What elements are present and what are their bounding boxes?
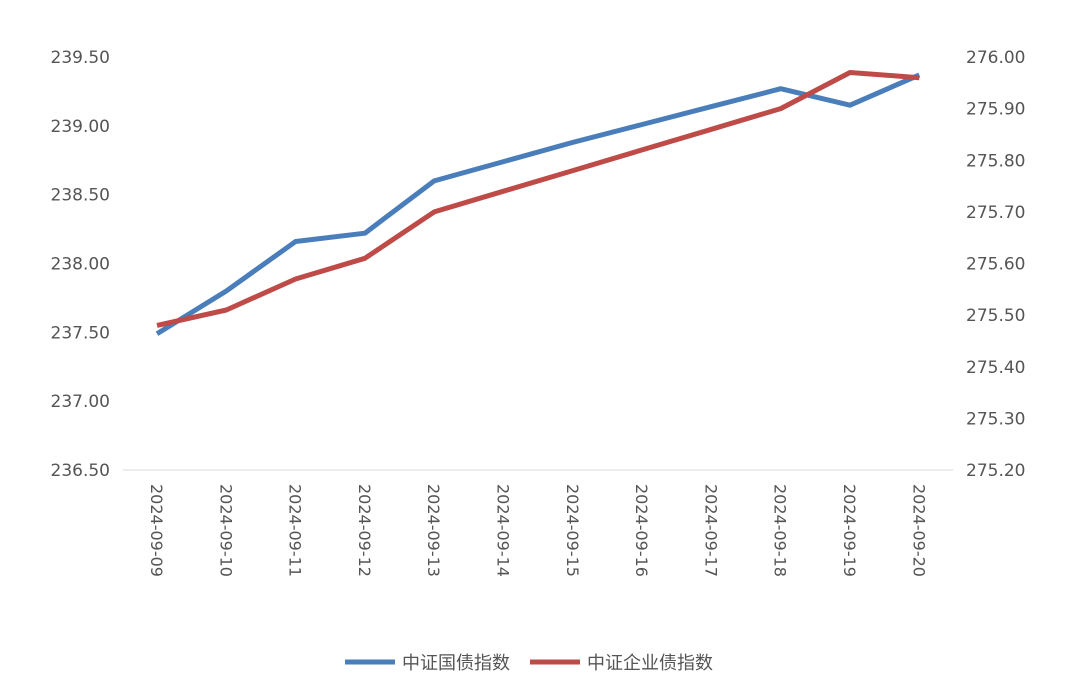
y-left-tick-label: 237.50 xyxy=(51,323,110,343)
y-left-tick-label: 239.00 xyxy=(51,117,110,137)
x-axis: 2024-09-09 2024-09-10 2024-09-11 2024-09-12… xyxy=(147,484,928,577)
x-tick-label: 2024-09-13 xyxy=(424,484,443,577)
x-tick-label: 2024-09-17 xyxy=(701,484,720,577)
y-left-tick-label: 237.00 xyxy=(51,392,110,412)
x-tick-label: 2024-09-10 xyxy=(216,484,235,577)
y-right-tick-label: 275.20 xyxy=(966,461,1025,481)
x-tick-label: 2024-09-12 xyxy=(355,484,374,577)
y-left-tick-label: 239.50 xyxy=(51,48,110,68)
y-axis-right: 275.20 275.30 275.40 275.50 275.60 275.70 275.… xyxy=(966,48,1025,481)
y-left-tick-label: 238.50 xyxy=(51,186,110,206)
y-right-tick-label: 275.40 xyxy=(966,358,1025,378)
x-tick-label: 2024-09-14 xyxy=(494,484,513,577)
y-right-tick-label: 275.50 xyxy=(966,306,1025,326)
y-right-tick-label: 276.00 xyxy=(966,48,1025,68)
y-axis-left: 236.50 237.00 237.50 238.00 238.50 239.00 239.… xyxy=(51,48,110,481)
y-right-tick-label: 275.80 xyxy=(966,151,1025,171)
legend-label-0: 中证国债指数 xyxy=(402,653,510,674)
x-tick-label: 2024-09-16 xyxy=(632,484,651,577)
series-line-1 xyxy=(156,70,920,328)
y-left-tick-label: 238.00 xyxy=(51,255,110,275)
legend-label-1: 中证企业债指数 xyxy=(587,653,713,674)
x-tick-label: 2024-09-09 xyxy=(147,484,166,577)
x-tick-label: 2024-09-18 xyxy=(771,484,790,577)
series-line-0 xyxy=(155,72,921,336)
x-tick-label: 2024-09-19 xyxy=(840,484,859,577)
y-right-tick-label: 275.70 xyxy=(966,203,1025,223)
y-right-tick-label: 275.90 xyxy=(966,100,1025,120)
x-tick-label: 2024-09-20 xyxy=(909,484,928,577)
x-tick-label: 2024-09-15 xyxy=(563,484,582,577)
plot-area xyxy=(155,70,921,336)
y-right-tick-label: 275.30 xyxy=(966,409,1025,429)
y-right-tick-label: 275.60 xyxy=(966,255,1025,275)
y-left-tick-label: 236.50 xyxy=(51,461,110,481)
legend: 中证国债指数 中证企业债指数 xyxy=(345,653,713,674)
x-tick-label: 2024-09-11 xyxy=(286,484,305,577)
